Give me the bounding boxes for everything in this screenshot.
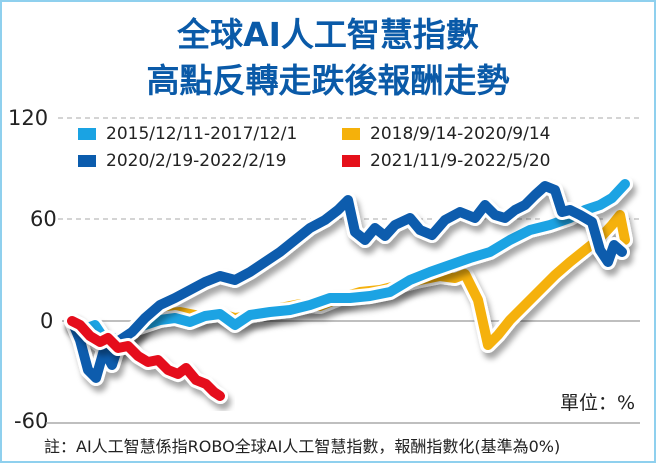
unit-label: 單位：% [560,392,636,414]
series-2021-2022 [64,313,228,404]
chart-title-line2: 高點反轉走跌後報酬走勢 [146,61,510,100]
legend-swatch-light-blue [78,128,96,140]
series-2020-2022 [64,178,630,386]
y-tick-60: 60 [30,207,57,231]
legend-swatch-dark-blue [78,155,96,167]
legend-label: 2020/2/19-2022/2/19 [106,151,287,171]
legend-item-2015: 2015/12/11-2017/12/1 [78,124,297,144]
footnote: 註：AI人工智慧係指ROBO全球AI人工智慧指數，報酬指數化(基準為0%) [44,437,561,456]
legend-label: 2021/11/9-2022/5/20 [370,151,551,171]
y-tick-minus60: -60 [14,409,49,433]
y-tick-0: 0 [40,309,54,333]
y-tick-120: 120 [8,106,49,130]
legend-label: 2018/9/14-2020/9/14 [370,124,551,144]
legend-swatch-red [342,155,360,167]
chart-title-line1: 全球AI人工智慧指數 [177,15,479,54]
legend-item-2020: 2020/2/19-2022/2/19 [78,151,286,171]
legend-swatch-orange [342,128,360,140]
legend-item-2018: 2018/9/14-2020/9/14 [342,124,550,144]
legend-item-2021: 2021/11/9-2022/5/20 [342,151,550,171]
legend-label: 2015/12/11-2017/12/1 [106,124,298,144]
